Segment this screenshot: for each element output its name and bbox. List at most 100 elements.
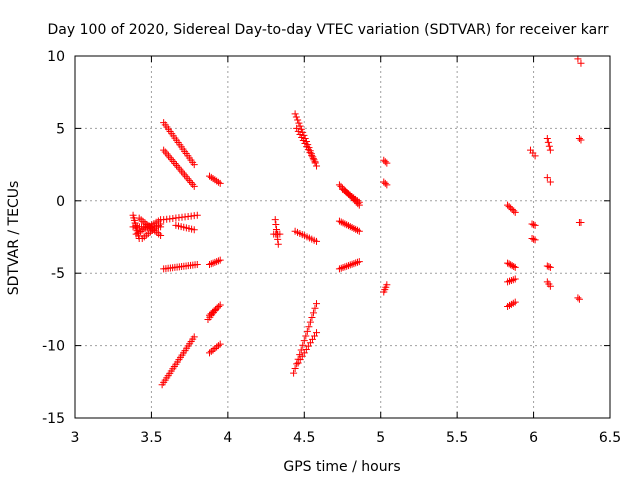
data-point xyxy=(216,179,224,187)
data-point xyxy=(301,140,309,148)
data-point xyxy=(209,175,217,183)
data-point xyxy=(335,181,343,189)
data-point xyxy=(575,295,583,303)
data-point xyxy=(211,258,219,266)
data-point xyxy=(507,276,515,284)
data-point xyxy=(546,282,554,290)
data-point xyxy=(507,204,515,212)
data-point xyxy=(383,159,391,167)
data-point xyxy=(303,143,311,151)
y-tick-label: -5 xyxy=(51,266,65,282)
data-point xyxy=(335,265,343,273)
data-point xyxy=(511,275,519,283)
data-point xyxy=(545,263,553,271)
x-tick-label: 6.5 xyxy=(599,430,621,446)
data-point xyxy=(210,307,218,315)
data-point xyxy=(185,177,193,185)
data-point xyxy=(352,259,360,267)
data-point xyxy=(216,301,224,309)
data-point xyxy=(341,263,349,271)
y-tick-label: 0 xyxy=(56,194,65,210)
data-point xyxy=(206,172,214,180)
data-point xyxy=(213,343,221,351)
data-point xyxy=(207,173,215,181)
data-point xyxy=(214,257,222,265)
data-point xyxy=(190,182,198,190)
data-point xyxy=(311,304,319,312)
data-point xyxy=(577,136,585,144)
data-point xyxy=(380,178,388,186)
data-point xyxy=(544,138,552,146)
data-point xyxy=(276,230,284,238)
data-point xyxy=(344,222,352,230)
data-point xyxy=(546,178,554,186)
data-point xyxy=(381,158,389,166)
y-tick-label: 10 xyxy=(47,49,65,65)
data-point xyxy=(211,344,219,352)
data-point xyxy=(164,152,172,160)
data-point xyxy=(313,300,321,308)
x-tick-label: 3.5 xyxy=(140,430,162,446)
data-point xyxy=(508,262,516,270)
data-point xyxy=(299,137,307,145)
data-point xyxy=(343,262,351,270)
data-point xyxy=(179,169,187,177)
data-point xyxy=(274,240,282,248)
data-point xyxy=(381,179,389,187)
data-point xyxy=(504,259,512,267)
data-point xyxy=(546,146,554,154)
data-point xyxy=(155,230,163,238)
data-point xyxy=(543,135,551,143)
data-point xyxy=(574,294,582,302)
x-tick-label: 3 xyxy=(71,430,80,446)
data-point xyxy=(190,161,198,169)
data-point xyxy=(190,333,198,341)
data-point xyxy=(543,262,551,270)
data-point xyxy=(304,146,312,154)
data-point xyxy=(292,113,300,121)
data-point xyxy=(335,217,343,225)
data-point xyxy=(209,259,217,267)
data-point xyxy=(216,256,224,264)
data-point xyxy=(303,327,311,335)
data-point xyxy=(308,314,316,322)
data-point xyxy=(209,346,217,354)
data-point xyxy=(511,208,519,216)
data-point xyxy=(543,174,551,182)
data-point xyxy=(214,178,222,186)
data-point xyxy=(346,223,354,231)
data-point xyxy=(313,162,321,170)
data-point xyxy=(299,341,307,349)
data-point xyxy=(511,263,519,271)
data-point xyxy=(160,146,168,154)
data-point xyxy=(206,349,214,357)
data-point xyxy=(293,360,301,368)
data-point xyxy=(531,221,539,229)
data-point xyxy=(313,329,321,337)
data-point xyxy=(271,216,279,224)
x-axis-label: GPS time / hours xyxy=(283,459,400,475)
data-point xyxy=(291,110,299,118)
data-point xyxy=(211,176,219,184)
x-tick-label: 5.5 xyxy=(446,430,468,446)
data-point xyxy=(206,261,214,269)
data-point xyxy=(310,156,318,164)
data-point xyxy=(184,175,192,183)
data-point xyxy=(352,225,360,233)
data-point xyxy=(207,260,215,268)
y-axis-label: SDTVAR / TECUs xyxy=(6,181,22,296)
data-point xyxy=(339,264,347,272)
data-point xyxy=(355,258,363,266)
data-point xyxy=(213,177,221,185)
data-point xyxy=(346,261,354,269)
data-point xyxy=(510,263,518,271)
data-point xyxy=(339,219,347,227)
data-points xyxy=(129,55,585,389)
data-point xyxy=(355,227,363,235)
x-tick-label: 4 xyxy=(223,430,232,446)
data-point xyxy=(575,135,583,143)
data-point xyxy=(176,165,184,173)
data-point xyxy=(309,309,317,317)
data-point xyxy=(355,198,363,206)
